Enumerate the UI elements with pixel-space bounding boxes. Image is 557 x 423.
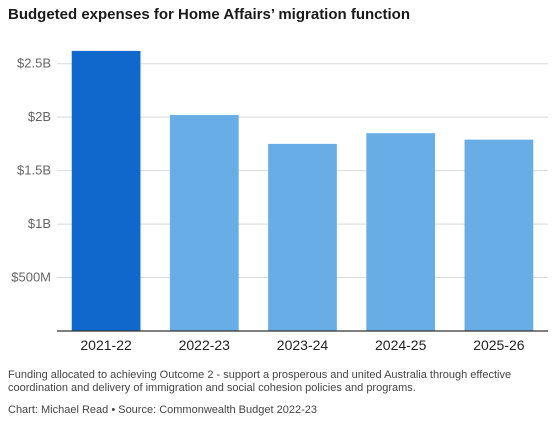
x-tick-label: 2021-22 (80, 337, 132, 353)
bar-2022-23 (169, 115, 239, 331)
bar-2021-22 (71, 50, 141, 331)
x-tick-label: 2022-23 (179, 337, 231, 353)
y-tick-label: $1B (28, 216, 51, 231)
chart-source: Chart: Michael Read • Source: Commonweal… (8, 404, 317, 416)
x-tick-label: 2023-24 (277, 337, 329, 353)
y-tick-label: $1.5B (17, 163, 51, 178)
bar-2023-24 (268, 143, 337, 331)
bar-2025-26 (464, 139, 534, 331)
bar-chart: $500M $1B $1.5B $2B $2.5B 2021-22 2022-23 2023… (11, 50, 548, 353)
x-tick-label: 2024-25 (375, 337, 427, 353)
y-tick-label: $500M (11, 270, 51, 285)
chart-title: Budgeted expenses for Home Affairs’ migr… (8, 6, 410, 23)
x-tick-label: 2025-26 (473, 337, 525, 353)
x-axis-labels: 2021-22 2022-23 2023-24 2024-25 2025-26 (80, 337, 524, 353)
y-axis-labels: $500M $1B $1.5B $2B $2.5B (11, 56, 51, 285)
chart-note: Funding allocated to achieving Outcome 2… (8, 369, 512, 394)
bar-2024-25 (366, 133, 436, 331)
y-tick-label: $2B (28, 109, 51, 124)
y-tick-label: $2.5B (17, 56, 51, 71)
bars (71, 50, 534, 331)
